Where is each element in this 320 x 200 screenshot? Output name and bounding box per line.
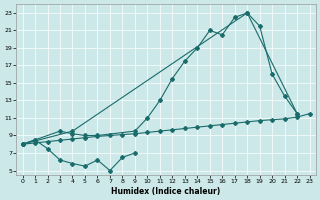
X-axis label: Humidex (Indice chaleur): Humidex (Indice chaleur) [111, 187, 221, 196]
